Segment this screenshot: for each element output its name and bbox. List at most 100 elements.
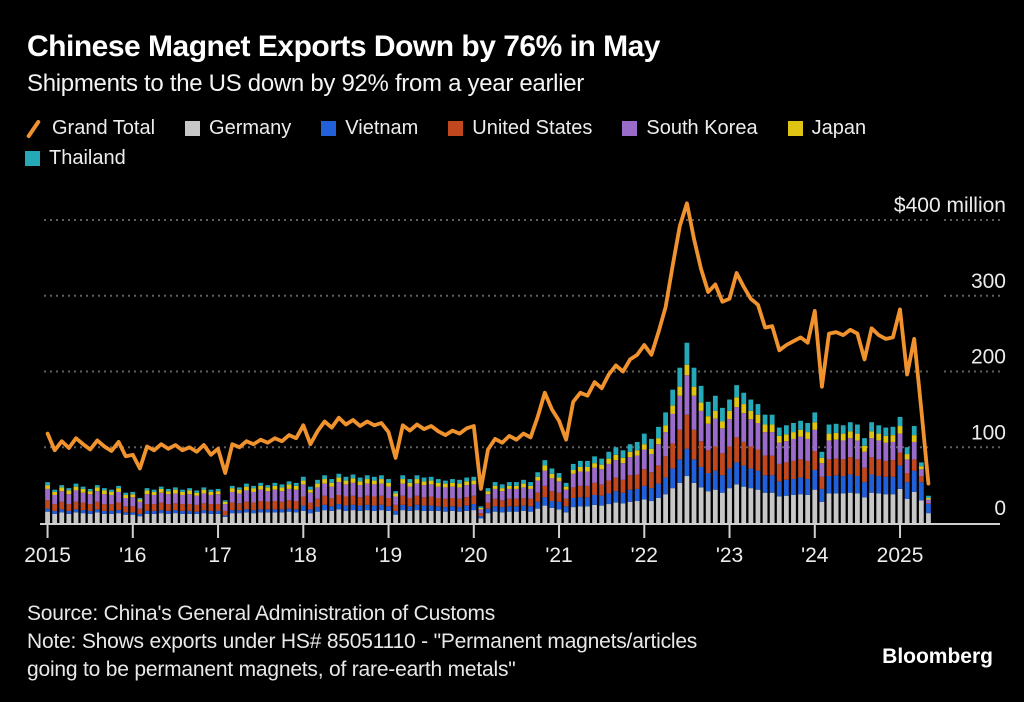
bar-segment bbox=[677, 386, 683, 396]
bar-segment bbox=[478, 518, 484, 523]
bar-segment bbox=[712, 489, 718, 523]
bar-segment bbox=[890, 460, 896, 477]
bar-segment bbox=[272, 489, 278, 502]
bar-segment bbox=[698, 410, 704, 442]
y-axis-label-300: 300 bbox=[971, 270, 1006, 293]
bar-segment bbox=[329, 482, 335, 487]
bar-segment bbox=[435, 482, 441, 487]
bar-segment bbox=[244, 509, 249, 513]
bar-segment bbox=[570, 463, 576, 470]
bar-segment bbox=[641, 499, 647, 523]
bar-segment bbox=[698, 402, 704, 411]
legend-item-united-states: United States bbox=[448, 117, 592, 140]
bar-segment bbox=[201, 510, 207, 514]
bar-segment bbox=[492, 506, 498, 512]
bar-segment bbox=[116, 488, 121, 492]
bar-segment bbox=[926, 504, 931, 514]
bar-segment bbox=[549, 507, 555, 523]
bar-segment bbox=[769, 475, 775, 493]
bar-segment bbox=[585, 506, 590, 523]
bar-segment bbox=[521, 487, 526, 498]
bar-segment bbox=[826, 433, 832, 441]
bar-segment bbox=[862, 445, 867, 452]
source-text: Source: China's General Administration o… bbox=[27, 602, 496, 625]
square-swatch-icon bbox=[321, 121, 337, 136]
bar-segment bbox=[499, 491, 505, 501]
bar-segment bbox=[336, 477, 342, 483]
bar-segment bbox=[641, 433, 647, 445]
bar-segment bbox=[755, 470, 761, 490]
bar-segment bbox=[80, 486, 86, 489]
bar-segment bbox=[251, 513, 256, 523]
bar-segment bbox=[847, 474, 853, 493]
bar-segment bbox=[421, 497, 427, 506]
legend-item-grand-total: Grand Total bbox=[25, 117, 155, 140]
bar-segment bbox=[364, 475, 370, 480]
bar-segment bbox=[45, 508, 50, 512]
bar-segment bbox=[798, 436, 803, 460]
bar-segment bbox=[577, 506, 583, 523]
bar-segment bbox=[80, 488, 86, 493]
bar-segment bbox=[286, 511, 292, 523]
bar-segment bbox=[428, 496, 434, 506]
bar-segment bbox=[109, 504, 114, 511]
bar-segment bbox=[499, 484, 505, 489]
bar-segment bbox=[322, 475, 328, 480]
bar-segment bbox=[393, 496, 399, 505]
bar-segment bbox=[286, 500, 292, 509]
bar-segment bbox=[52, 504, 58, 511]
bar-segment bbox=[549, 501, 555, 508]
bar-segment bbox=[222, 515, 228, 517]
bar-segment bbox=[876, 493, 882, 523]
bar-segment bbox=[570, 507, 576, 523]
bar-segment bbox=[577, 466, 583, 472]
bar-segment bbox=[471, 510, 477, 523]
bar-segment bbox=[627, 457, 633, 476]
bar-segment bbox=[379, 504, 384, 511]
bar-segment bbox=[542, 460, 548, 466]
bar-segment bbox=[400, 475, 406, 480]
bar-segment bbox=[521, 498, 526, 506]
y-axis-label-400: $400 million bbox=[894, 194, 1006, 217]
bar-segment bbox=[151, 510, 157, 514]
bar-segment bbox=[371, 480, 377, 485]
bar-segment bbox=[677, 459, 683, 483]
bar-segment bbox=[791, 423, 796, 433]
bar-segment bbox=[634, 501, 640, 523]
bar-segment bbox=[798, 494, 803, 523]
bar-segment bbox=[66, 510, 72, 514]
bar-segment bbox=[407, 479, 413, 483]
bar-segment bbox=[251, 485, 256, 489]
bar-segment bbox=[371, 484, 377, 497]
bar-segment bbox=[435, 479, 441, 483]
bar-segment bbox=[73, 483, 79, 487]
bar-segment bbox=[656, 426, 661, 439]
bar-segment bbox=[485, 508, 491, 514]
bar-segment bbox=[251, 510, 256, 514]
bar-segment bbox=[776, 481, 782, 497]
bar-segment bbox=[712, 395, 718, 411]
bar-segment bbox=[386, 486, 391, 498]
bar-segment bbox=[791, 479, 796, 495]
bar-segment bbox=[322, 495, 328, 505]
bar-segment bbox=[101, 513, 107, 523]
bar-segment bbox=[514, 498, 519, 507]
bar-segment bbox=[357, 497, 363, 506]
bar-segment bbox=[783, 425, 789, 435]
bar-segment bbox=[414, 483, 420, 496]
bar-segment bbox=[308, 486, 313, 490]
bar-segment bbox=[144, 494, 150, 505]
bar-segment bbox=[741, 465, 747, 487]
bar-segment bbox=[386, 510, 391, 523]
bar-segment bbox=[805, 432, 811, 439]
bar-segment bbox=[222, 510, 228, 516]
bar-segment bbox=[684, 364, 690, 376]
bar-segment bbox=[286, 508, 292, 512]
bar-segment bbox=[322, 479, 328, 484]
bar-segment bbox=[556, 501, 562, 510]
bar-segment bbox=[705, 450, 711, 473]
bar-segment bbox=[812, 422, 818, 430]
bar-segment bbox=[698, 466, 704, 488]
bar-segment bbox=[620, 450, 626, 458]
bar-segment bbox=[876, 425, 882, 434]
